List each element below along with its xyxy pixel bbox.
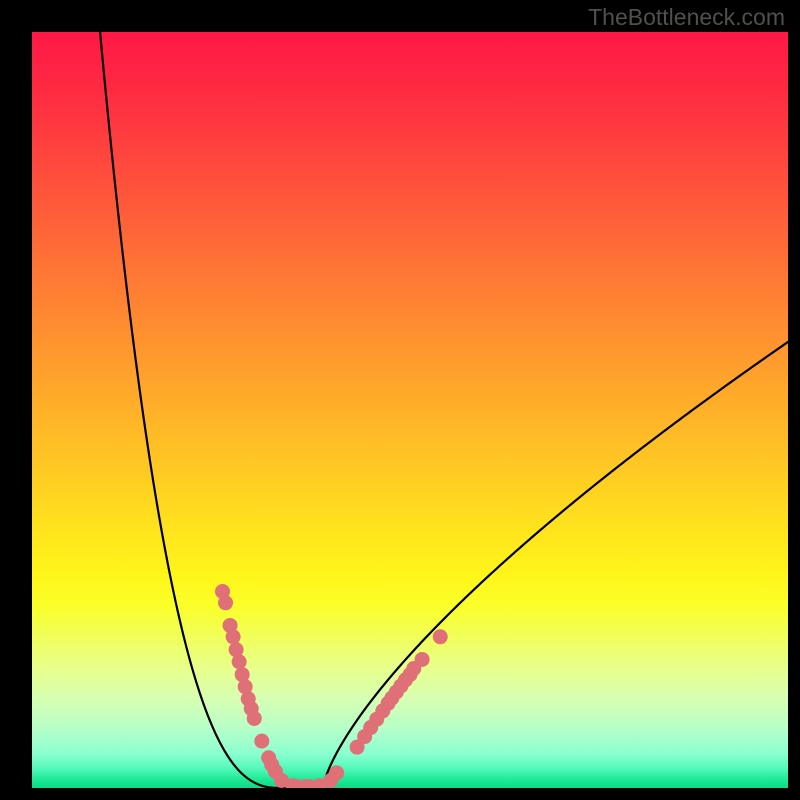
- data-marker: [232, 654, 247, 669]
- data-marker: [329, 765, 344, 780]
- plot-area: [32, 32, 788, 788]
- chart-frame: TheBottleneck.com: [0, 0, 800, 800]
- data-marker: [226, 629, 241, 644]
- watermark-label: TheBottleneck.com: [588, 4, 785, 31]
- data-marker: [415, 652, 430, 667]
- data-marker: [247, 711, 262, 726]
- data-marker: [433, 629, 448, 644]
- data-marker: [218, 595, 233, 610]
- plot-svg: [32, 32, 788, 788]
- data-marker: [254, 734, 269, 749]
